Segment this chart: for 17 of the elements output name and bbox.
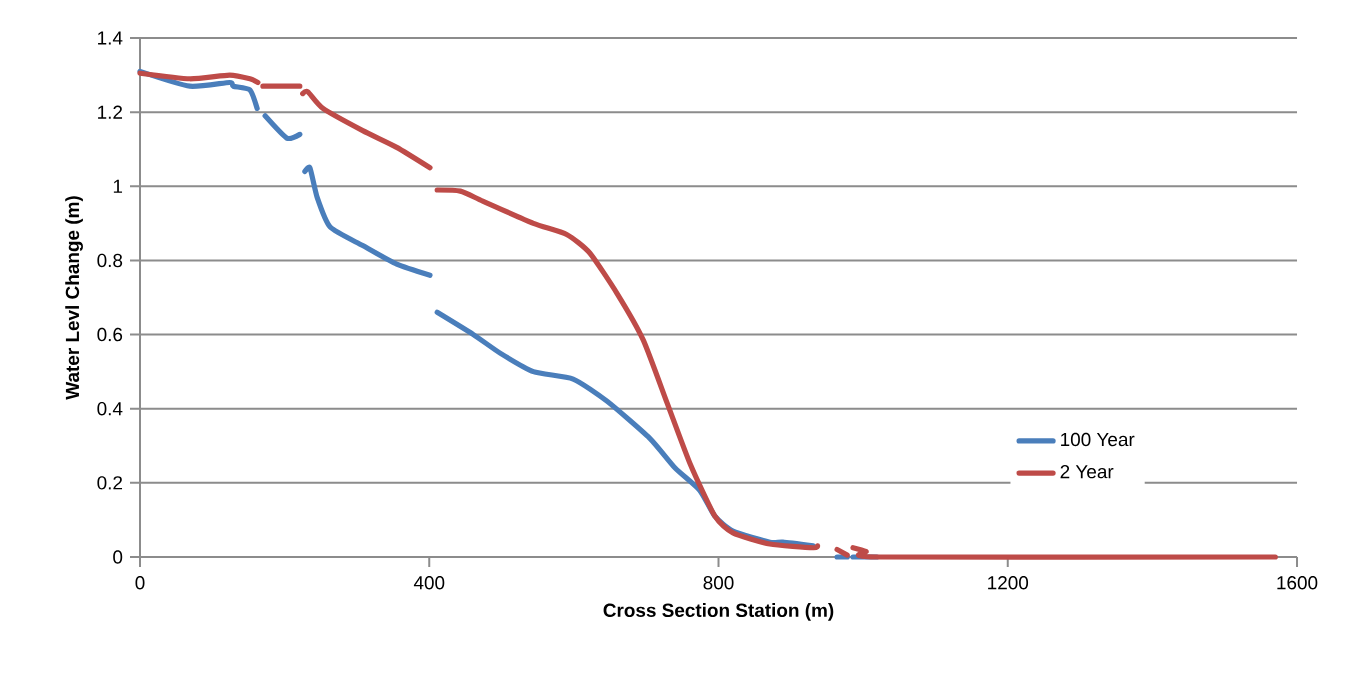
- y-tick-label: 1.4: [98, 31, 123, 45]
- x-tick-label: 0: [135, 576, 145, 590]
- x-tick-label: 1200: [988, 576, 1029, 590]
- y-axis-title: Water Levl Change (m): [65, 196, 83, 400]
- y-tick-label: 1.2: [98, 105, 123, 119]
- legend-label: 2 Year: [1060, 464, 1114, 479]
- y-tick-label: 0.6: [97, 327, 123, 342]
- x-tick-label: 1600: [1277, 576, 1318, 590]
- y-tick-label: 0.2: [97, 476, 123, 490]
- x-tick-label: 800: [703, 576, 734, 590]
- legend-label: 100 Year: [1061, 432, 1135, 447]
- y-tick-label: 1: [113, 179, 123, 193]
- x-axis-title: Cross Section Station (m): [603, 603, 834, 621]
- y-tick-label: 0.8: [97, 253, 123, 268]
- y-tick-label: 0.4: [97, 402, 123, 416]
- y-tick-label: 0: [113, 550, 123, 564]
- x-tick-label: 400: [413, 576, 445, 590]
